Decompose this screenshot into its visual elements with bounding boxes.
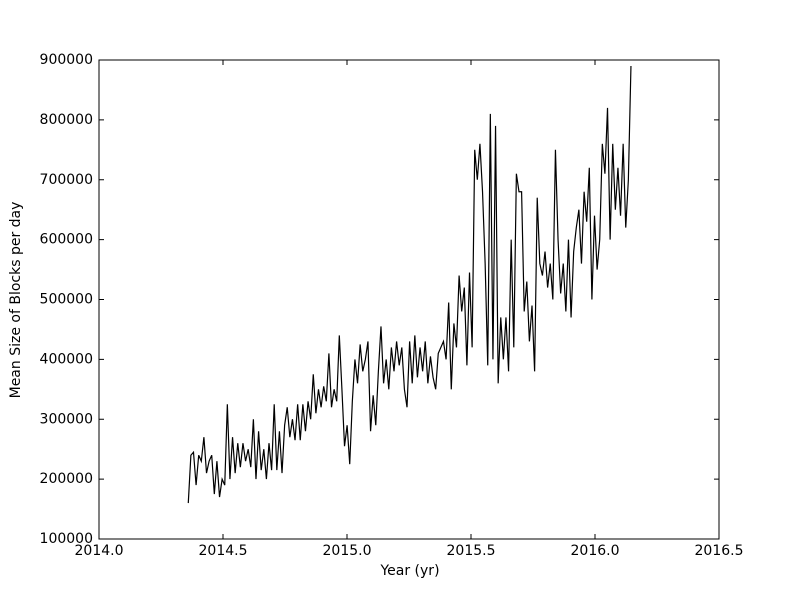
y-tick-label: 800000	[40, 112, 93, 128]
x-tick-label: 2014.5	[199, 543, 248, 559]
x-tick-label: 2015.0	[323, 543, 372, 559]
y-tick-label: 300000	[40, 411, 93, 427]
x-tick-label: 2015.5	[447, 543, 496, 559]
y-tick-label: 600000	[40, 232, 93, 248]
y-tick-label: 400000	[40, 351, 93, 367]
y-tick-label: 200000	[40, 471, 93, 487]
x-tick-label: 2014.0	[75, 543, 124, 559]
plot-frame	[98, 59, 720, 540]
x-tick-label: 2016.0	[571, 543, 620, 559]
data-line	[187, 65, 632, 504]
x-tick-label: 2016.5	[695, 543, 744, 559]
y-tick-label: 100000	[40, 531, 93, 547]
y-axis-label: Mean Size of Blocks per day	[8, 202, 24, 399]
x-axis-label: Year (yr)	[379, 563, 439, 579]
y-tick-label: 700000	[40, 172, 93, 188]
y-tick-label: 900000	[40, 52, 93, 68]
y-tick-label: 500000	[40, 292, 93, 308]
